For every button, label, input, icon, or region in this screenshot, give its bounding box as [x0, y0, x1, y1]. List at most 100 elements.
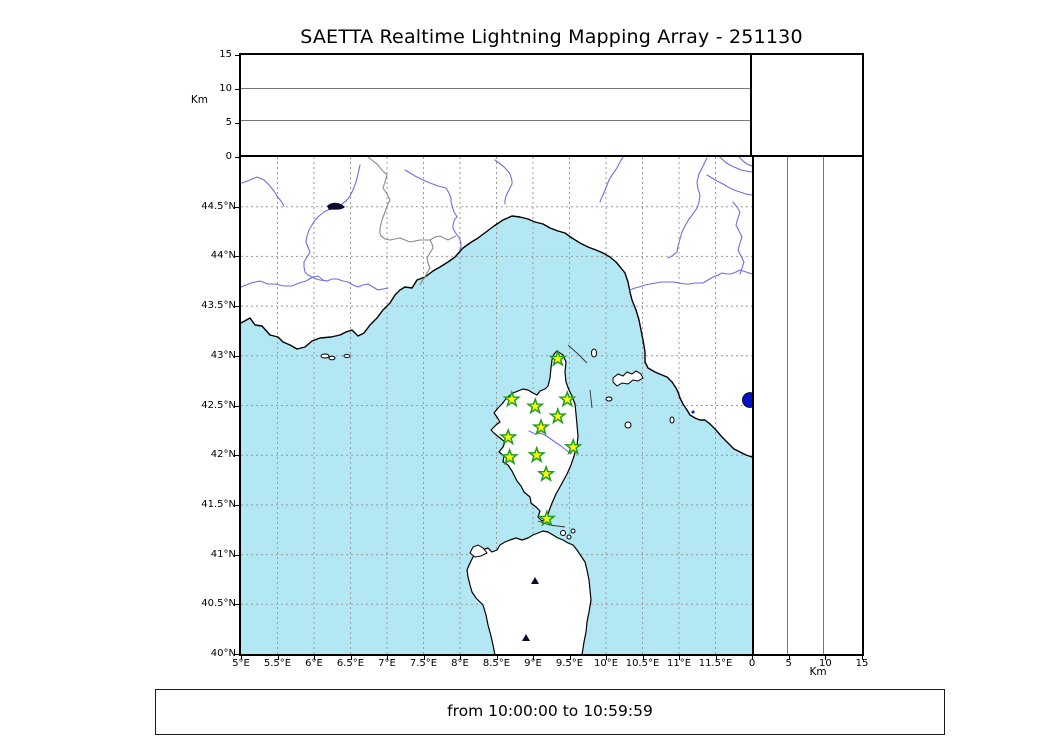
lon-tickmark — [277, 656, 279, 660]
altitude-tick-label: 5 — [225, 117, 232, 128]
hyeres-island — [343, 354, 351, 358]
lon-tickmark — [387, 656, 388, 660]
lat-tick-label: 41°N — [210, 548, 236, 560]
altitude-tick-label: 5 — [785, 658, 792, 669]
altitude-tickmark — [788, 656, 790, 660]
small-islands — [320, 348, 675, 558]
lon-tick-label: 11°E — [666, 658, 692, 669]
lat-tick-label: 43.5°N — [201, 300, 236, 312]
orbetello-lagoon — [691, 410, 695, 414]
maddalena-island — [570, 528, 576, 534]
altitude-gridline — [241, 120, 752, 122]
lon-tickmark — [715, 656, 717, 660]
country-border — [367, 157, 457, 286]
altitude-longitude-panel — [239, 53, 754, 159]
altitude-tickmark — [825, 656, 827, 660]
lakes-group — [327, 202, 752, 641]
lon-tickmark — [350, 656, 352, 660]
lat-tickmark — [235, 206, 239, 208]
altitude-latitude-panel — [750, 155, 864, 656]
lon-tickmark — [606, 656, 607, 660]
altitude-tick-label: 0 — [225, 151, 232, 162]
lat-tickmark — [235, 654, 239, 655]
km-label-left: Km — [190, 94, 208, 106]
hyeres-island — [320, 353, 330, 359]
altitude-tick-label: 15 — [855, 658, 869, 669]
lat-tickmark — [235, 604, 239, 606]
lon-tickmark — [642, 656, 644, 660]
lon-tick-label: 6°E — [305, 658, 323, 669]
lon-tickmark — [241, 656, 242, 660]
lat-tickmark — [235, 554, 239, 556]
lat-tick-label: 42°N — [210, 449, 236, 461]
lon-tick-label: 7.5°E — [409, 658, 438, 669]
lon-tickmark — [460, 656, 461, 660]
mainland-coastline — [241, 215, 752, 458]
lat-tickmark — [235, 455, 239, 457]
lon-tick-label: 9.5°E — [555, 658, 584, 669]
lat-tick-label: 44°N — [210, 250, 236, 262]
lat-tick-label: 43°N — [210, 349, 236, 361]
altitude-gridline — [787, 157, 789, 654]
lat-tickmark — [235, 306, 239, 308]
lon-tick-label: 6.5°E — [336, 658, 365, 669]
giglio-island — [669, 416, 675, 424]
lon-tickmark — [314, 656, 315, 660]
time-range-caption-box: from 10:00:00 to 10:59:59 — [155, 689, 945, 735]
lon-tick-label: 5°E — [232, 658, 250, 669]
map-panel — [239, 155, 754, 656]
asinara-island — [469, 544, 488, 558]
lon-tick-label: 7°E — [378, 658, 396, 669]
lat-tick-label: 40°N — [210, 648, 236, 659]
lon-tick-label: 8°E — [451, 658, 469, 669]
lake-serre-poncon — [327, 202, 345, 210]
lat-tickmark — [235, 405, 239, 407]
lon-tick-label: 8.5°E — [482, 658, 511, 669]
lat-tickmark — [235, 355, 239, 357]
altitude-tickmark — [235, 55, 239, 56]
lon-tick-label: 9°E — [524, 658, 542, 669]
sardinia-lake — [522, 634, 530, 641]
lat-tickmark — [235, 504, 239, 506]
lake-bolsena — [742, 392, 752, 408]
altitude-gridline — [822, 157, 824, 654]
maddalena-island — [560, 530, 566, 536]
figure-title: SAETTA Realtime Lightning Mapping Array … — [300, 26, 803, 48]
line-features — [537, 344, 593, 528]
lat-tickmark — [235, 256, 239, 258]
lon-tickmark — [496, 656, 498, 660]
lat-tick-label: 44.5°N — [201, 200, 236, 212]
altitude-tickmark — [862, 656, 863, 660]
altitude-tickmark — [235, 157, 239, 158]
lon-tick-label: 5.5°E — [263, 658, 292, 669]
altitude-tick-label: 0 — [748, 658, 756, 669]
lon-tickmark — [569, 656, 571, 660]
map-grid — [241, 157, 752, 654]
lon-tick-label: 10°E — [593, 658, 619, 669]
lon-tickmark — [533, 656, 534, 660]
lat-tick-label: 41.5°N — [201, 498, 236, 510]
lat-tick-label: 40.5°N — [201, 598, 236, 610]
capraia-island — [591, 348, 597, 358]
time-range-caption: from 10:00:00 to 10:59:59 — [447, 702, 653, 720]
pianosa-island — [605, 396, 613, 402]
altitude-tick-label: 10 — [219, 83, 232, 94]
lon-tickmark — [423, 656, 425, 660]
lon-tickmark — [679, 656, 680, 660]
elba-island — [612, 370, 644, 387]
altitude-tickmark — [235, 123, 239, 124]
altitude-tickmark — [235, 89, 239, 90]
altitude-gridline — [241, 87, 752, 89]
sardinia-island — [466, 530, 592, 654]
km-label-bottom: Km — [809, 666, 827, 678]
lon-tick-label: 11.5°E — [698, 658, 733, 669]
lat-tick-label: 42.5°N — [201, 399, 236, 411]
sardinia-lake — [531, 577, 539, 584]
corner-panel — [750, 53, 864, 159]
altitude-tick-label: 15 — [219, 49, 232, 60]
montecristo-island — [624, 421, 632, 429]
altitude-tick-label: 10 — [818, 658, 832, 669]
hyeres-island — [328, 355, 336, 361]
altitude-tickmark — [752, 656, 753, 660]
